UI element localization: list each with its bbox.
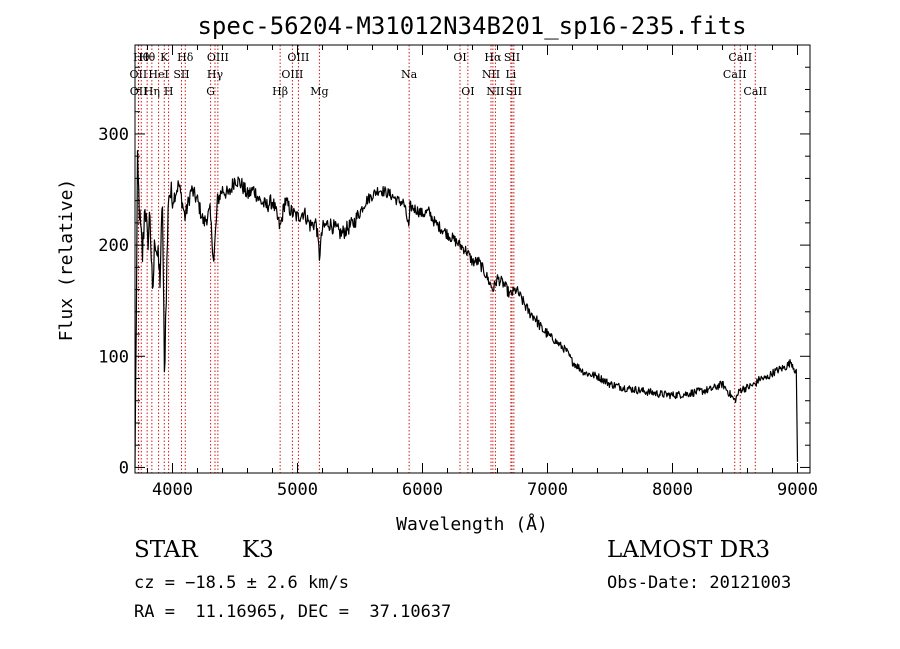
line-label-5: HeI (148, 68, 168, 81)
line-label-13: Hβ (272, 85, 288, 98)
line-label-27: CaII (728, 51, 752, 64)
line-label-26: CaII (723, 68, 747, 81)
line-label-22: NII (486, 85, 504, 98)
observation-date: Obs-Date: 20121003 (607, 573, 792, 593)
line-label-8: SII (173, 68, 189, 81)
x-tick-label-4: 8000 (652, 480, 693, 500)
y-axis-label: Flux (relative) (56, 179, 77, 342)
x-tick-label-3: 7000 (527, 480, 568, 500)
line-label-23: Li (505, 68, 516, 81)
y-axis-ticks: 0 100 200 300 (98, 66, 810, 478)
line-label-11: Hγ (207, 68, 224, 81)
spectral-line-markers (137, 45, 756, 473)
line-label-20: NII (482, 68, 500, 81)
x-axis-ticks: 4000 5000 6000 7000 8000 9000 (147, 45, 818, 500)
x-tick-label-2: 6000 (402, 480, 443, 500)
y-tick-label-2: 200 (98, 236, 129, 256)
survey-name: LAMOST DR3 (607, 537, 771, 563)
y-tick-label-0: 0 (119, 458, 129, 478)
line-label-25: SII (506, 85, 522, 98)
x-tick-label-0: 4000 (152, 480, 193, 500)
line-label-16: Mg (310, 85, 328, 98)
y-tick-label-3: 300 (98, 125, 129, 145)
line-label-6: K (160, 51, 169, 64)
x-axis-label: Wavelength (Å) (396, 513, 548, 535)
redshift-text: cz = −18.5 ± 2.6 km/s (134, 573, 349, 593)
line-label-0: OII (130, 68, 148, 81)
line-label-12: OIII (207, 51, 229, 64)
object-subclass: K3 (242, 537, 274, 563)
line-label-4: Hη (144, 85, 160, 98)
spectrum-series-line (134, 150, 799, 468)
line-label-9: Hδ (177, 51, 194, 64)
line-label-17: Na (401, 68, 418, 81)
line-label-19: OI (461, 85, 474, 98)
line-label-14: OIII (281, 68, 303, 81)
coordinates-text: RA = 11.16965, DEC = 37.10637 (134, 602, 452, 622)
chart-title: spec-56204-M31012N34B201_sp16-235.fits (197, 12, 746, 40)
x-tick-label-1: 5000 (277, 480, 318, 500)
line-label-1: OII (130, 85, 148, 98)
y-tick-label-1: 100 (98, 347, 129, 367)
line-label-10: G (206, 85, 215, 98)
line-label-15: OIII (287, 51, 309, 64)
x-tick-label-5: 9000 (777, 480, 818, 500)
line-label-21: Hα (484, 51, 502, 64)
line-label-28: CaII (743, 85, 767, 98)
line-label-7: H (164, 85, 174, 98)
line-label-2: Hθ (133, 51, 150, 64)
line-label-18: OI (453, 51, 466, 64)
object-type: STAR (134, 537, 198, 563)
line-label-3: Hθ (139, 51, 156, 64)
line-label-24: SII (504, 51, 520, 64)
